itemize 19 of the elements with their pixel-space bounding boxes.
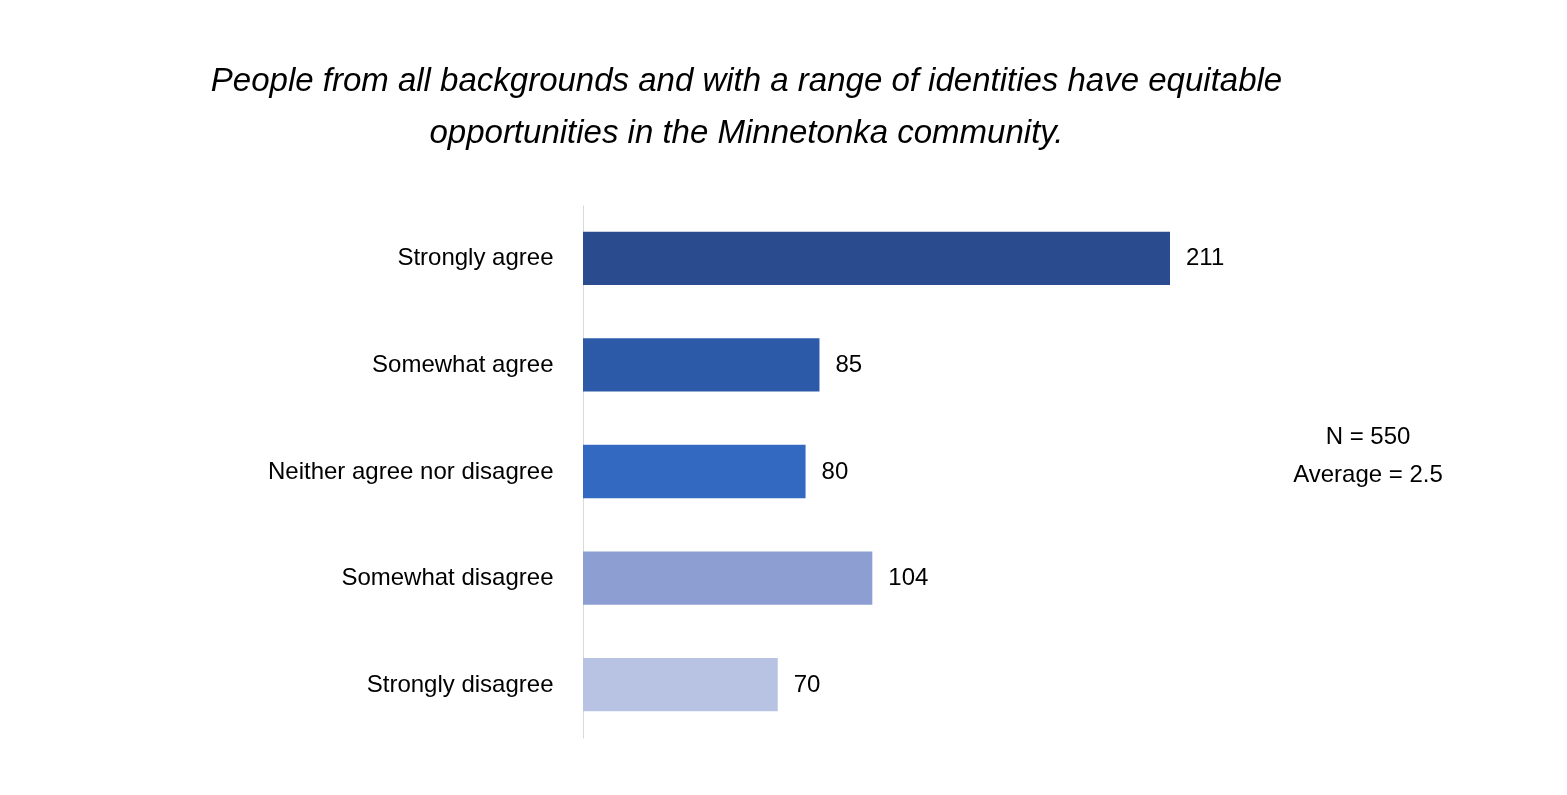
y-tick-label: Neither agree nor disagree: [267, 456, 554, 484]
y-tick-label: Somewhat agree: [372, 349, 554, 377]
text: opportunities in the Minnetonka community.: [429, 113, 1064, 150]
data-label: 104: [888, 563, 929, 591]
data-label: 70: [793, 669, 821, 697]
data-label: 85: [835, 349, 863, 377]
bar: [583, 231, 1170, 285]
bar: [583, 444, 806, 499]
bar: [583, 338, 820, 392]
bar: [583, 658, 778, 712]
text: N = 550: [1325, 422, 1411, 449]
text: People from all backgrounds and with a range of identities have equitable: [210, 61, 1283, 98]
bar: [583, 551, 873, 605]
data-label: 211: [1186, 243, 1225, 271]
y-tick-label: Strongly disagree: [366, 669, 554, 697]
text: Average = 2.5: [1293, 460, 1443, 487]
data-label: 80: [821, 456, 849, 484]
y-tick-label: Somewhat disagree: [341, 563, 554, 591]
y-tick-label: Strongly agree: [397, 243, 554, 271]
